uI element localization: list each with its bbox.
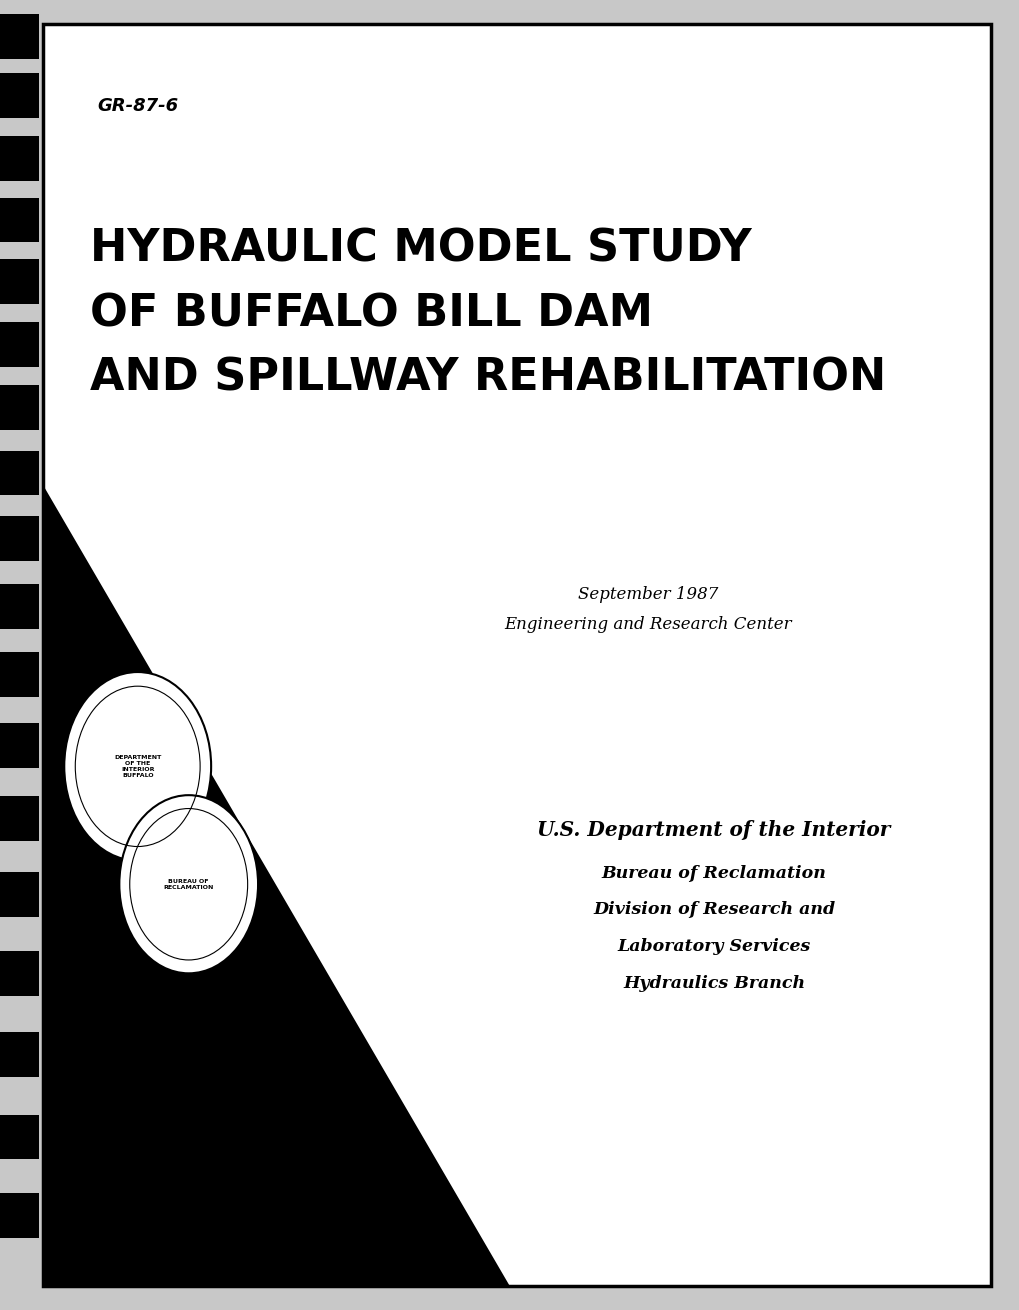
Text: AND SPILLWAY REHABILITATION: AND SPILLWAY REHABILITATION	[90, 356, 886, 400]
Text: September 1987: September 1987	[577, 586, 717, 603]
Text: Bureau of Reclamation: Bureau of Reclamation	[601, 865, 825, 882]
Text: HYDRAULIC MODEL STUDY: HYDRAULIC MODEL STUDY	[90, 228, 751, 271]
Text: BUREAU OF
RECLAMATION: BUREAU OF RECLAMATION	[163, 879, 214, 889]
Text: Laboratory Services: Laboratory Services	[616, 938, 810, 955]
Text: Division of Research and: Division of Research and	[592, 901, 835, 918]
Text: DEPARTMENT
OF THE
INTERIOR
BUFFALO: DEPARTMENT OF THE INTERIOR BUFFALO	[114, 755, 161, 778]
Text: GR-87-6: GR-87-6	[97, 97, 178, 115]
Text: Engineering and Research Center: Engineering and Research Center	[503, 616, 791, 633]
Text: Hydraulics Branch: Hydraulics Branch	[623, 975, 804, 992]
Text: OF BUFFALO BILL DAM: OF BUFFALO BILL DAM	[90, 292, 652, 335]
Text: U.S. Department of the Interior: U.S. Department of the Interior	[537, 820, 890, 840]
